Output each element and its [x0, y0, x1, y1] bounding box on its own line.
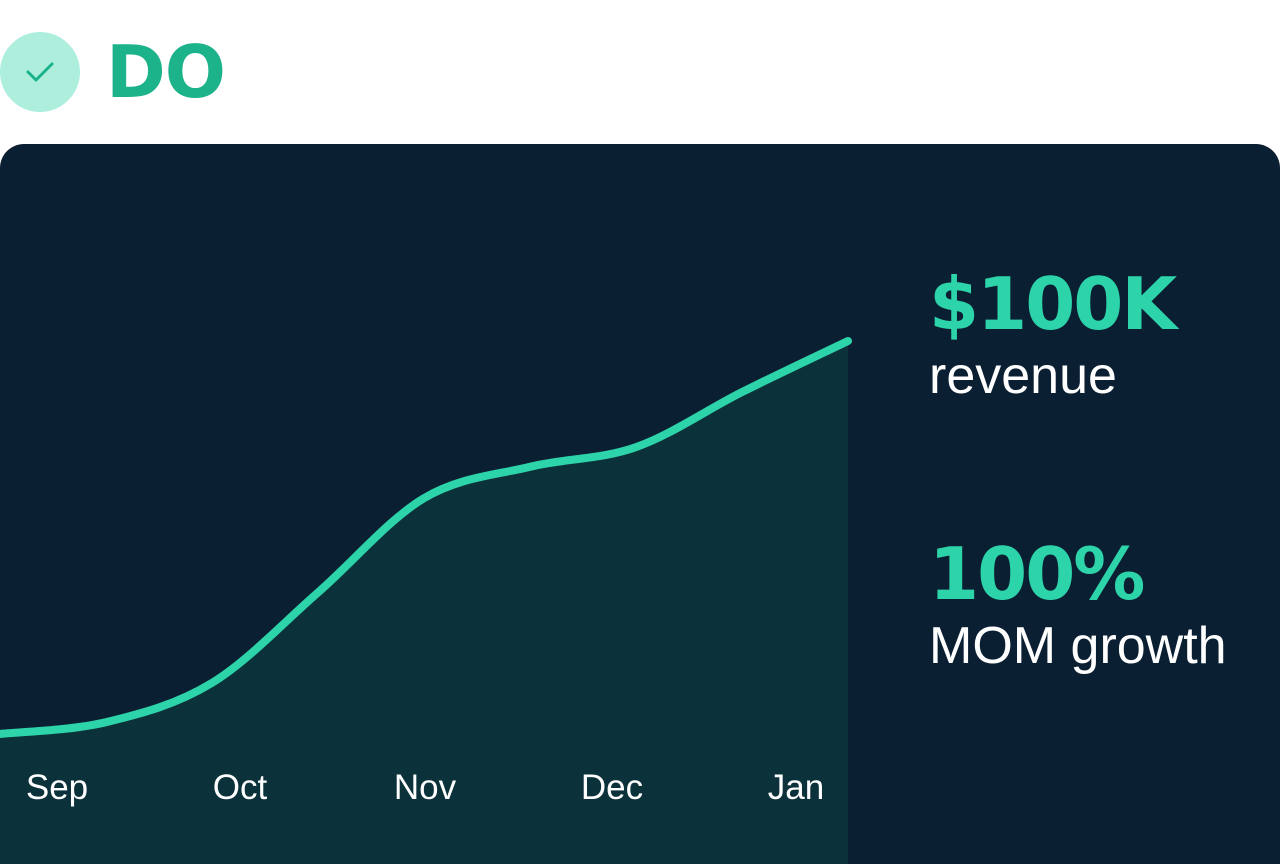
do-label: DO [106, 30, 226, 114]
x-tick-label: Jan [768, 768, 824, 807]
x-tick-label: Oct [213, 768, 268, 807]
growth-stat: 100% MOM growth [929, 532, 1227, 676]
revenue-chart: Sep Oct Nov Dec Jan [0, 337, 852, 864]
revenue-series-line [0, 337, 852, 738]
revenue-stat: $100K revenue [929, 262, 1177, 406]
revenue-area-fill [0, 341, 848, 864]
growth-value: 100% [929, 532, 1145, 616]
header: DO [0, 0, 1280, 144]
growth-label: MOM growth [929, 617, 1227, 675]
revenue-value: $100K [929, 262, 1177, 346]
revenue-card: Sep Oct Nov Dec Jan $100K revenue 100% MOM g… [0, 144, 1280, 864]
x-tick-label: Sep [26, 768, 88, 807]
check-icon [26, 62, 54, 82]
x-tick-label: Dec [581, 768, 643, 807]
x-tick-label: Nov [394, 768, 457, 807]
revenue-label: revenue [929, 347, 1117, 405]
check-badge [0, 32, 80, 112]
